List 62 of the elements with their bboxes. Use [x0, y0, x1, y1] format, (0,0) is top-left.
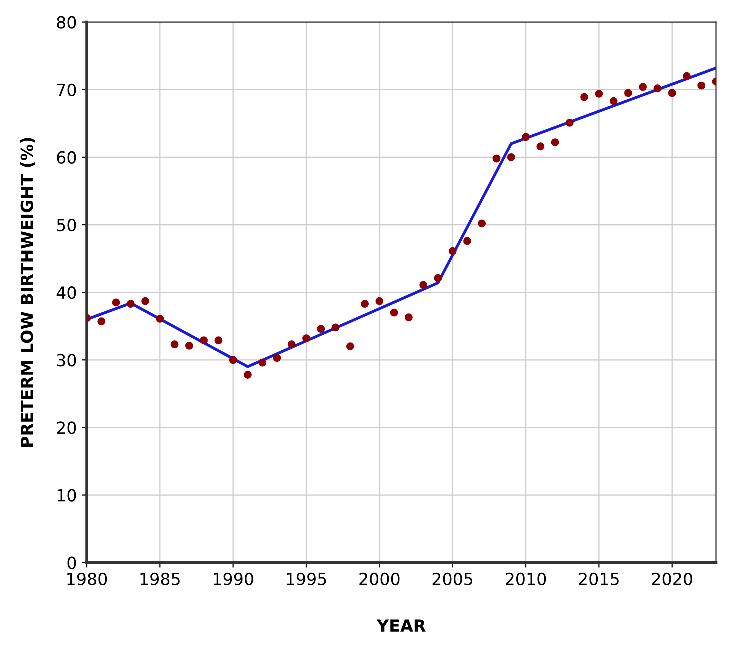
point	[551, 138, 560, 147]
point	[448, 247, 457, 256]
point	[434, 274, 442, 282]
point	[478, 220, 486, 228]
x-axis-title: YEAR	[376, 620, 426, 632]
point	[112, 298, 120, 307]
point	[214, 336, 223, 344]
point	[654, 84, 662, 92]
y-tick-label: 50	[57, 218, 76, 232]
point	[390, 308, 398, 317]
point	[507, 153, 516, 162]
point	[346, 342, 354, 351]
x-tick-label: 1995	[287, 572, 326, 586]
point	[639, 83, 648, 92]
y-tick-label: 30	[57, 354, 76, 367]
x-tick-label: 1980	[68, 572, 108, 586]
point	[361, 300, 369, 308]
point	[317, 325, 326, 334]
point	[698, 82, 706, 90]
point	[156, 314, 164, 323]
point	[580, 93, 588, 102]
point	[302, 334, 310, 342]
x-tick-label: 2020	[652, 572, 692, 586]
point	[170, 340, 179, 349]
point	[668, 89, 676, 98]
point	[624, 89, 632, 98]
point	[126, 300, 135, 308]
point	[522, 133, 530, 142]
x-tick-label: 1990	[214, 572, 254, 586]
point	[404, 314, 413, 322]
point	[610, 97, 618, 106]
x-tick-label: 2005	[432, 572, 473, 586]
y-tick-label: 70	[57, 84, 76, 96]
y-tick-label: 20	[57, 422, 76, 434]
y-axis-title: PRETERM LOW BIRTHWEIGHT (%)	[20, 138, 36, 447]
point	[288, 340, 296, 349]
y-tick-label: 60	[57, 151, 76, 164]
point	[142, 297, 150, 306]
point	[464, 237, 472, 246]
point	[536, 142, 545, 151]
y-tick-label: 40	[56, 286, 76, 300]
y-tick-label: 10	[58, 489, 76, 502]
point	[273, 354, 282, 362]
y-tick-label: 80	[57, 16, 76, 29]
x-tick-label: 1985	[140, 572, 180, 586]
x-tick-label: 2010	[506, 572, 546, 586]
x-tick-label: 2000	[360, 572, 400, 586]
point	[185, 342, 194, 350]
point	[595, 90, 604, 98]
point	[566, 119, 574, 127]
point	[98, 318, 106, 326]
point	[258, 358, 267, 367]
point	[492, 154, 501, 163]
y-tick-label: 0	[68, 556, 76, 570]
point	[683, 72, 691, 80]
point	[200, 336, 208, 344]
point	[244, 371, 252, 379]
point	[376, 297, 384, 306]
point	[229, 356, 238, 364]
x-tick-label: 2015	[579, 572, 619, 586]
point	[332, 324, 340, 332]
point	[420, 281, 428, 290]
